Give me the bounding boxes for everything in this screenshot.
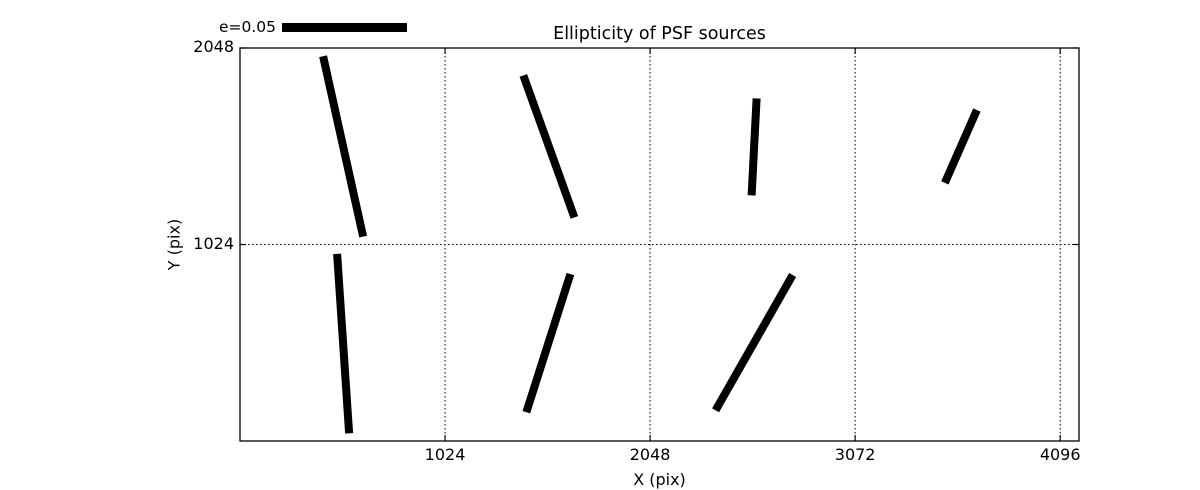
psf-whisker (519, 74, 579, 219)
legend-scale-bar (282, 23, 407, 32)
psf-whisker (522, 272, 575, 414)
psf-whisker (747, 98, 761, 196)
y-tick-label: 2048 (193, 37, 234, 56)
psf-whisker (941, 108, 981, 185)
x-tick-label: 1024 (424, 445, 466, 464)
legend-label: e=0.05 (218, 18, 276, 36)
x-axis-label: X (pix) (633, 470, 686, 489)
y-tick-label: 1024 (193, 233, 234, 253)
psf-whisker (319, 55, 368, 238)
x-tick-label: 3072 (834, 445, 876, 464)
axes-frame (239, 47, 1080, 442)
x-tick-label: 4096 (1039, 445, 1081, 464)
psf-whisker (333, 253, 354, 434)
x-tick-label: 2048 (629, 445, 671, 464)
chart-title: Ellipticity of PSF sources (553, 24, 766, 44)
psf-whisker (712, 273, 797, 413)
